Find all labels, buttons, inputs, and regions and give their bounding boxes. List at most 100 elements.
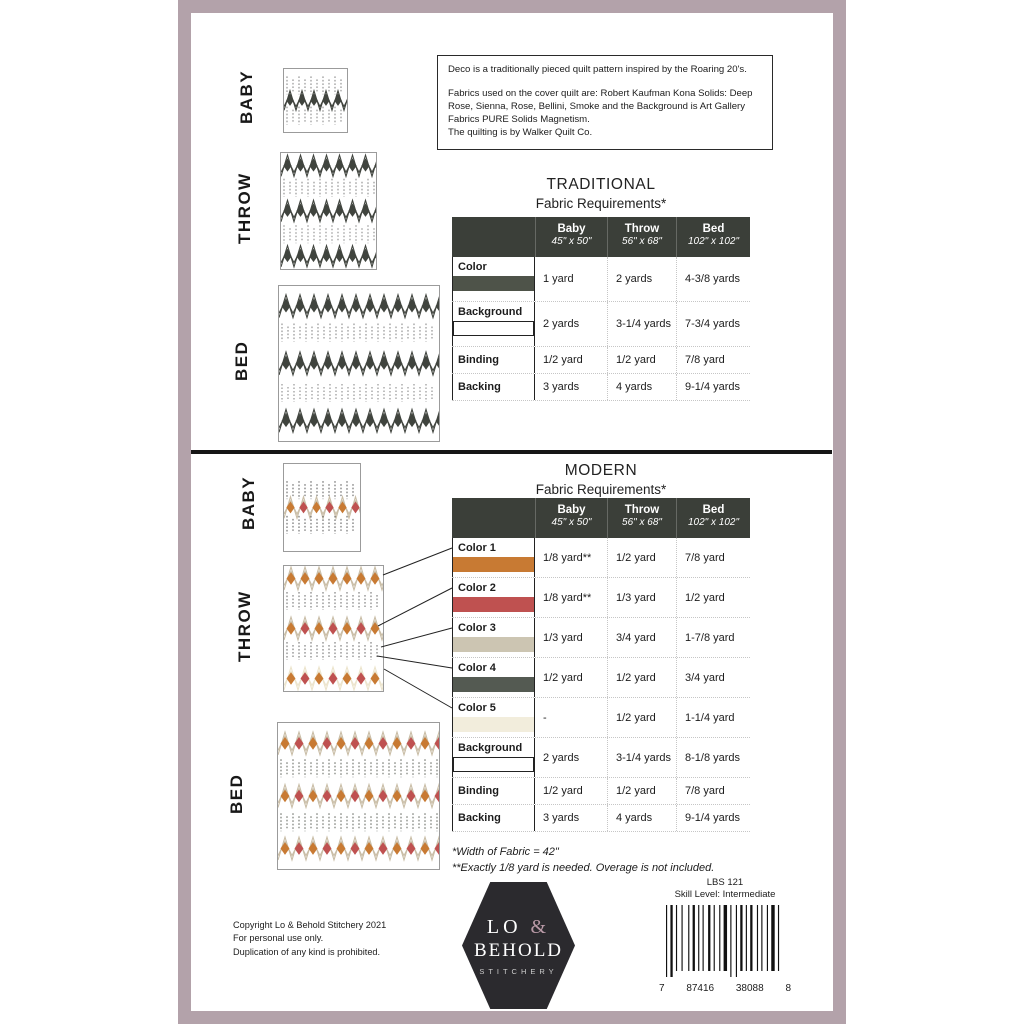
traditional-subtitle: Fabric Requirements*: [535, 196, 667, 211]
table-row: Binding 1/2 yard 1/2 yard 7/8 yard: [452, 778, 750, 805]
copyright-line-3: Duplication of any kind is prohibited.: [233, 946, 381, 957]
row-label-cell: Background: [452, 738, 535, 777]
value-cell: 2 yards: [607, 257, 676, 301]
row-label: Color 2: [458, 582, 496, 594]
row-label-cell: Color 1: [452, 538, 535, 577]
column-header-size: 102" x 102": [687, 517, 740, 528]
table-row: Backing 3 yards 4 yards 9-1/4 yards: [452, 374, 750, 401]
table-row: Color 2 1/8 yard** 1/3 yard 1/2 yard: [452, 578, 750, 618]
barcode-digit-group: 38088: [735, 983, 764, 995]
traditional-heading: TRADITIONAL Fabric Requirements*: [452, 176, 750, 211]
logo-lo-text: LO: [486, 915, 531, 938]
value-cell: 1-1/4 yard: [676, 698, 750, 737]
value-cell: 1/8 yard**: [543, 591, 592, 604]
value-cell: 4 yards: [607, 805, 676, 831]
modern-subtitle: Fabric Requirements*: [535, 482, 667, 497]
value-cell: 1/2 yard: [607, 658, 676, 697]
color-swatch: [453, 757, 534, 772]
row-label: Binding: [458, 785, 499, 797]
value-cell: 1/2 yard: [543, 354, 583, 366]
logo-line-lo: LO &: [487, 916, 550, 939]
column-header-size: 45" x 50": [551, 517, 592, 528]
color-swatch: [453, 276, 534, 291]
value-cell: 7/8 yard: [676, 778, 750, 804]
footnote-exact-yardage: **Exactly 1/8 yard is needed. Overage is…: [452, 861, 715, 874]
row-label-cell: Color 5: [452, 698, 535, 737]
value-cell: 1 yard: [543, 273, 574, 285]
row-label-cell: Background: [452, 302, 535, 346]
barcode: 7 87416 38088 8: [658, 904, 792, 995]
label-baby-modern: BABY: [239, 475, 258, 530]
table-row: Color 4 1/2 yard 1/2 yard 3/4 yard: [452, 658, 750, 698]
barcode-digits: 7 87416 38088 8: [658, 982, 792, 995]
traditional-title: TRADITIONAL: [546, 176, 656, 193]
column-header-name: Bed: [702, 223, 725, 235]
quilt-modern-throw: [283, 565, 384, 692]
value-cell: 2 yards: [543, 318, 580, 330]
row-label: Color 5: [458, 702, 496, 714]
quilt-modern-baby: [283, 463, 361, 552]
color-swatch: [453, 677, 534, 692]
value-cell: 3 yards: [543, 381, 580, 393]
column-header-name: Baby: [557, 504, 586, 516]
column-header: Bed 102" x 102": [676, 217, 750, 257]
color-swatch: [453, 597, 534, 612]
quilt-traditional-throw: [280, 152, 377, 270]
intro-line-2: Fabrics used on the cover quilt are: Rob…: [448, 87, 753, 125]
copyright-line-1: Copyright Lo & Behold Stitchery 2021: [233, 920, 387, 930]
barcode-digit-group: 8: [785, 983, 791, 995]
row-label: Backing: [458, 812, 501, 824]
value-cell: 3-1/4 yards: [607, 302, 676, 346]
color-swatch: [453, 557, 534, 572]
column-header-size: 102" x 102": [687, 236, 740, 247]
label-bed-modern: BED: [227, 773, 246, 814]
row-label-cell: Binding: [452, 778, 535, 804]
skill-level: Skill Level: Intermediate: [674, 889, 776, 901]
value-cell: 3 yards: [543, 812, 580, 824]
value-cell: 1/3 yard: [543, 631, 583, 644]
barcode-bars: [666, 904, 780, 977]
product-code: LBS 121: [706, 877, 744, 888]
table-row: Background 2 yards 3-1/4 yards 8-1/8 yards: [452, 738, 750, 778]
barcode-digit-group: 87416: [686, 983, 715, 995]
footnotes: *Width of Fabric = 42" **Exactly 1/8 yar…: [452, 845, 714, 877]
row-label-cell: Color: [452, 257, 535, 301]
logo-line-stitchery: STITCHERY: [479, 966, 558, 976]
row-label: Color 1: [458, 542, 496, 554]
table-row: Backing 3 yards 4 yards 9-1/4 yards: [452, 805, 750, 832]
column-header-size: 56" x 68": [622, 236, 662, 247]
table-row: Color 1 yard 2 yards 4-3/8 yards: [452, 257, 750, 302]
row-label-cell: Color 2: [452, 578, 535, 617]
quilt-modern-bed: [277, 722, 440, 870]
value-cell: 1/2 yard: [543, 671, 583, 684]
value-cell: 4-3/8 yards: [676, 257, 750, 301]
value-cell: 1/2 yard: [676, 578, 750, 617]
value-cell: 8-1/8 yards: [676, 738, 750, 777]
value-cell: 3/4 yard: [676, 658, 750, 697]
quilt-traditional-bed: [278, 285, 440, 442]
column-header: Baby 45" x 50": [535, 498, 607, 538]
intro-line-1: Deco is a traditionally pieced quilt pat…: [448, 64, 747, 75]
value-cell: 1/2 yard: [607, 698, 676, 737]
intro-line-3: The quilting is by Walker Quilt Co.: [448, 126, 593, 138]
table-row: Color 1 1/8 yard** 1/2 yard 7/8 yard: [452, 538, 750, 578]
product-info: LBS 121 Skill Level: Intermediate 7 8741…: [658, 877, 792, 995]
column-header: Throw 56" x 68": [607, 217, 676, 257]
value-cell: 7/8 yard: [676, 538, 750, 577]
column-header: Bed 102" x 102": [676, 498, 750, 538]
value-cell: 7-3/4 yards: [676, 302, 750, 346]
color-swatch: [453, 321, 534, 336]
intro-text-box: Deco is a traditionally pieced quilt pat…: [437, 55, 773, 150]
row-label: Color 4: [458, 662, 496, 674]
modern-title: MODERN: [564, 462, 638, 479]
row-label-cell: Color 3: [452, 618, 535, 657]
value-cell: 9-1/4 yards: [676, 374, 750, 400]
row-label-cell: Binding: [452, 347, 535, 373]
color-swatch: [453, 637, 534, 652]
column-header: Baby 45" x 50": [535, 217, 607, 257]
copyright-line-2: For personal use only.: [233, 933, 324, 944]
table-row: Background 2 yards 3-1/4 yards 7-3/4 yards: [452, 302, 750, 347]
column-header-size: 56" x 68": [622, 517, 662, 528]
value-cell: 1/8 yard**: [543, 551, 592, 564]
label-throw-modern: THROW: [235, 590, 254, 662]
